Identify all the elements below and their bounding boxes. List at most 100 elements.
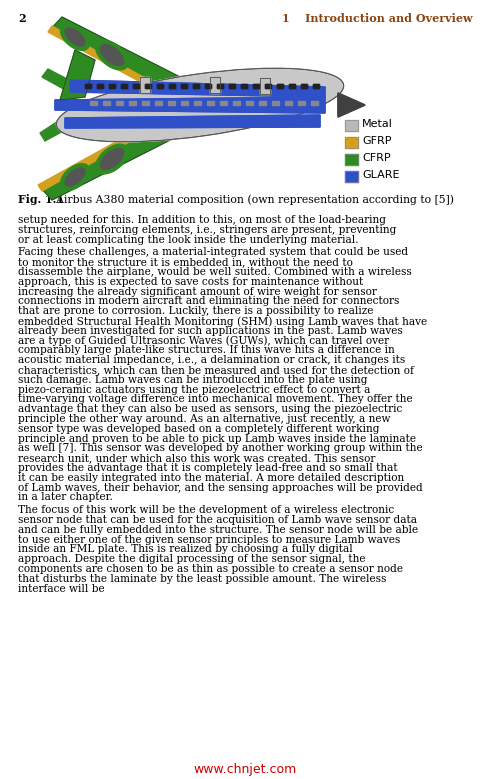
Bar	[229, 84, 235, 88]
Bar	[194, 101, 201, 105]
Text: that are prone to corrosion. Luckily, there is a possibility to realize: that are prone to corrosion. Luckily, th…	[18, 306, 373, 316]
Text: Facing these challenges, a material-integrated system that could be used: Facing these challenges, a material-inte…	[18, 248, 408, 257]
Bar	[210, 77, 220, 93]
Bar	[345, 171, 358, 182]
Text: 1    Introduction and Overview: 1 Introduction and Overview	[282, 13, 473, 24]
Text: connections in modern aircraft and eliminating the need for connectors: connections in modern aircraft and elimi…	[18, 296, 399, 306]
Bar	[145, 84, 151, 88]
Bar	[345, 137, 358, 148]
Text: principle and proven to be able to pick up Lamb waves inside the laminate: principle and proven to be able to pick …	[18, 434, 416, 443]
Text: already been investigated for such applications in the past. Lamb waves: already been investigated for such appli…	[18, 326, 403, 336]
Bar	[181, 84, 187, 88]
Bar	[109, 84, 115, 88]
Bar	[121, 84, 127, 88]
Bar	[109, 84, 115, 88]
Text: such damage. Lamb waves can be introduced into the plate using: such damage. Lamb waves can be introduce…	[18, 375, 367, 385]
Text: Fig. 1.1: Fig. 1.1	[18, 194, 64, 205]
Bar	[85, 84, 91, 88]
Text: to use either one of the given sensor principles to measure Lamb waves: to use either one of the given sensor pr…	[18, 534, 400, 545]
Bar	[97, 84, 103, 88]
Bar	[301, 84, 307, 88]
Bar	[345, 120, 358, 131]
Bar	[313, 84, 319, 88]
Bar	[217, 84, 223, 88]
Bar	[313, 84, 319, 88]
Bar	[265, 84, 271, 88]
Text: as well [7]. This sensor was developed by another working group within the: as well [7]. This sensor was developed b…	[18, 443, 423, 453]
Polygon shape	[38, 124, 152, 191]
Ellipse shape	[100, 44, 124, 65]
Bar	[140, 77, 150, 93]
Text: disassemble the airplane, would be well suited. Combined with a wireless: disassemble the airplane, would be well …	[18, 267, 412, 277]
Text: GLARE: GLARE	[362, 170, 400, 180]
Polygon shape	[50, 17, 180, 85]
Bar	[311, 101, 318, 105]
Bar	[345, 154, 358, 165]
Text: piezo-ceramic actuators using the piezoelectric effect to convert a: piezo-ceramic actuators using the piezoe…	[18, 385, 370, 395]
Bar	[259, 101, 266, 105]
Text: sensor node that can be used for the acquisition of Lamb wave sensor data: sensor node that can be used for the acq…	[18, 515, 417, 525]
Text: provides the advantage that it is completely lead-free and so small that: provides the advantage that it is comple…	[18, 463, 398, 473]
Polygon shape	[60, 50, 95, 100]
Text: 2: 2	[18, 13, 26, 24]
Bar	[229, 84, 235, 88]
Text: inside an FML plate. This is realized by choosing a fully digital: inside an FML plate. This is realized by…	[18, 545, 353, 555]
Ellipse shape	[65, 168, 85, 186]
Ellipse shape	[60, 164, 89, 190]
Bar	[345, 154, 358, 165]
Polygon shape	[70, 80, 325, 97]
Bar	[265, 84, 271, 88]
Bar	[193, 84, 199, 88]
Text: advantage that they can also be used as sensors, using the piezoelectric: advantage that they can also be used as …	[18, 404, 403, 414]
Text: or at least complicating the look inside the underlying material.: or at least complicating the look inside…	[18, 234, 358, 245]
Bar	[97, 84, 103, 88]
Text: CFRP: CFRP	[362, 153, 391, 163]
Text: setup needed for this. In addition to this, on most of the load-bearing: setup needed for this. In addition to th…	[18, 215, 386, 225]
Bar	[277, 84, 283, 88]
Ellipse shape	[96, 41, 128, 70]
Polygon shape	[338, 93, 365, 117]
Text: structures, reinforcing elements, i.e., stringers are present, preventing: structures, reinforcing elements, i.e., …	[18, 225, 396, 234]
Ellipse shape	[96, 144, 128, 174]
Text: increasing the already significant amount of wire weight for sensor: increasing the already significant amoun…	[18, 287, 377, 297]
Bar	[277, 84, 283, 88]
Text: GFRP: GFRP	[362, 136, 391, 146]
Bar	[193, 84, 199, 88]
Polygon shape	[55, 97, 325, 113]
Bar	[133, 84, 139, 88]
Text: acoustic material impedance, i.e., a delamination or crack, it changes its: acoustic material impedance, i.e., a del…	[18, 355, 405, 365]
Bar	[298, 101, 305, 105]
Bar	[181, 101, 188, 105]
Bar	[129, 101, 136, 105]
Polygon shape	[42, 69, 88, 97]
Bar	[133, 84, 139, 88]
Text: and can be fully embedded into the structure. The sensor node will be able: and can be fully embedded into the struc…	[18, 525, 418, 535]
Ellipse shape	[56, 69, 344, 142]
Bar	[253, 84, 259, 88]
Polygon shape	[55, 97, 325, 113]
Bar	[205, 84, 211, 88]
Bar	[142, 101, 149, 105]
Text: sensor type was developed based on a completely different working: sensor type was developed based on a com…	[18, 424, 380, 434]
Bar	[345, 171, 358, 182]
Bar	[155, 101, 162, 105]
Polygon shape	[40, 110, 85, 141]
Text: research unit, under which also this work was created. This sensor: research unit, under which also this wor…	[18, 453, 376, 464]
Ellipse shape	[65, 28, 85, 46]
Bar	[260, 78, 270, 94]
Bar	[169, 84, 175, 88]
Bar	[169, 84, 175, 88]
Text: comparably large plate-like structures. If this wave hits a difference in: comparably large plate-like structures. …	[18, 345, 395, 355]
Text: to monitor the structure it is embedded in, without the need to: to monitor the structure it is embedded …	[18, 257, 353, 267]
Ellipse shape	[60, 23, 89, 51]
Bar	[205, 84, 211, 88]
Bar	[260, 78, 270, 94]
Bar	[168, 101, 175, 105]
Bar	[272, 101, 279, 105]
Text: that disturbs the laminate by the least possible amount. The wireless: that disturbs the laminate by the least …	[18, 574, 386, 583]
Text: principle the other way around. As an alternative, just recently, a new: principle the other way around. As an al…	[18, 414, 390, 424]
Bar	[157, 84, 163, 88]
Text: The focus of this work will be the development of a wireless electronic: The focus of this work will be the devel…	[18, 506, 394, 515]
Polygon shape	[40, 125, 180, 200]
Polygon shape	[70, 80, 325, 97]
